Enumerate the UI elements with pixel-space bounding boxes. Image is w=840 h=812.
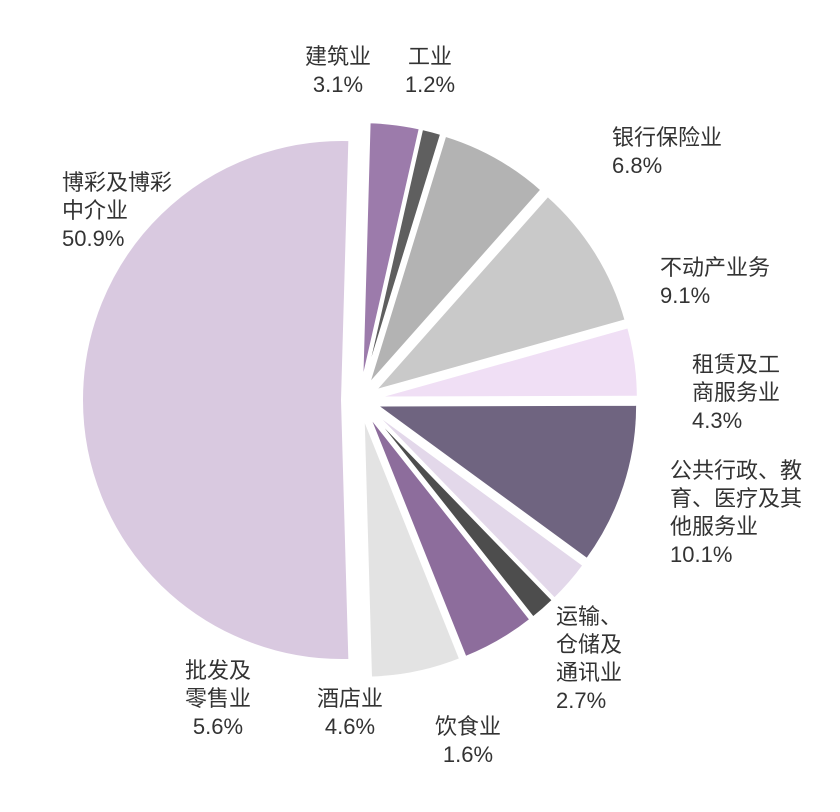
slice-label: 租赁及工商服务业4.3% (692, 352, 780, 433)
pie-chart: 博彩及博彩中介业50.9%建筑业3.1%工业1.2%银行保险业6.8%不动产业务… (0, 0, 840, 812)
slice-label: 酒店业4.6% (317, 686, 383, 739)
slice-label: 批发及零售业5.6% (185, 658, 251, 739)
slice-label: 银行保险业6.8% (612, 125, 722, 178)
slice-label: 饮食业1.6% (435, 714, 501, 767)
slice-label: 运输、仓储及通讯业2.7% (556, 604, 622, 713)
slice-label: 公共行政、教育、医疗及其他服务业10.1% (670, 458, 802, 567)
slice-label: 建筑业3.1% (305, 44, 371, 97)
slice-label: 不动产业务9.1% (660, 255, 770, 308)
slice-label: 工业1.2% (405, 44, 455, 97)
